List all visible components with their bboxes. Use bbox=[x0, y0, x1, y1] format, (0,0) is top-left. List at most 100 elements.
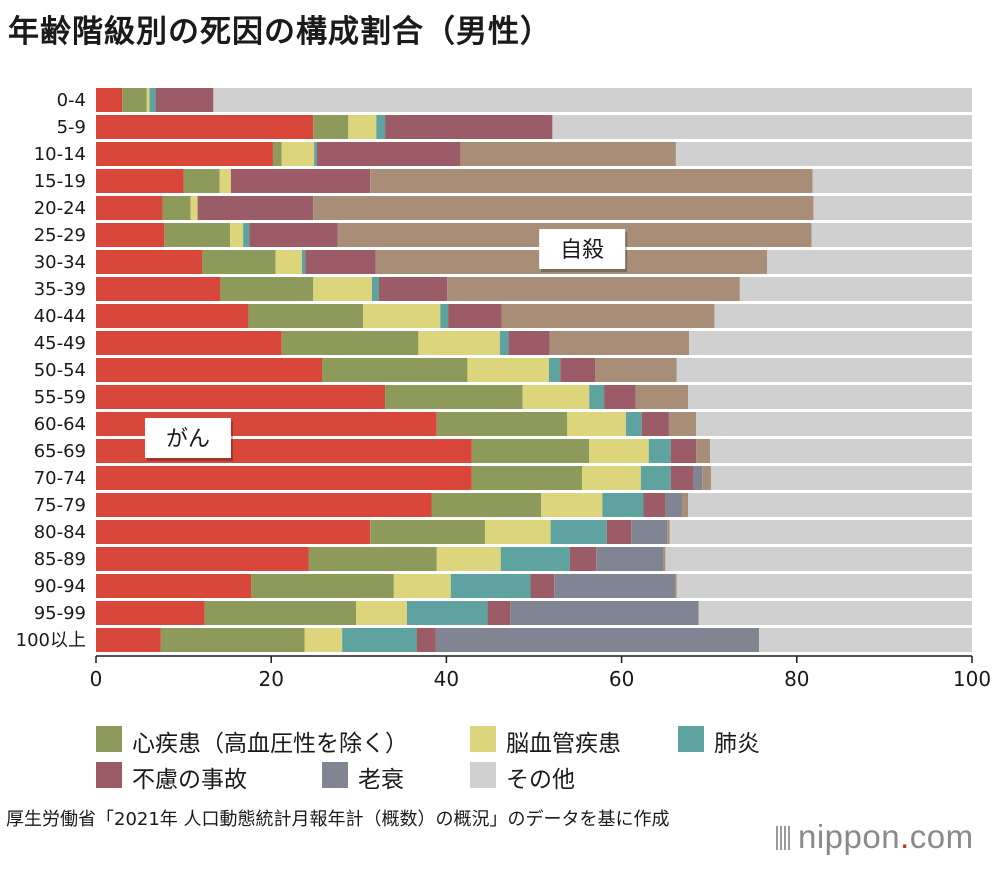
bar-segment bbox=[342, 628, 417, 652]
chart-title: 年齢階級別の死因の構成割合（男性） bbox=[8, 14, 552, 50]
bar-segment bbox=[371, 277, 379, 301]
bar-segment bbox=[667, 520, 670, 544]
bar-segment bbox=[698, 601, 972, 625]
annotation-label: 自殺 bbox=[539, 229, 628, 272]
bar-segment bbox=[378, 277, 448, 301]
legend-swatch bbox=[96, 726, 122, 752]
bar-segment bbox=[471, 439, 590, 463]
bar-segment bbox=[693, 466, 703, 490]
category-label: 10-14 bbox=[34, 144, 86, 165]
bar-segment bbox=[767, 250, 972, 274]
bar-segment bbox=[272, 142, 282, 166]
bar-segment bbox=[606, 520, 632, 544]
bar-segment bbox=[631, 520, 668, 544]
bar-segment bbox=[96, 574, 252, 598]
bar-segment bbox=[313, 196, 814, 220]
bar-segment bbox=[220, 277, 314, 301]
bar-segment bbox=[552, 115, 972, 139]
bar-segment bbox=[313, 115, 349, 139]
bar-segment bbox=[431, 493, 542, 517]
bar-segment bbox=[602, 493, 644, 517]
stacked-bar-chart: 0-4 5-9 10-14 15-19 20-24 25-29 30-34 35-39 40-4… bbox=[16, 88, 991, 700]
nippon-logo: nippon.com bbox=[776, 818, 974, 856]
bar-segment bbox=[554, 574, 676, 598]
bar-segment bbox=[811, 223, 972, 247]
bar-segment bbox=[640, 466, 671, 490]
category-label: 65-69 bbox=[34, 441, 86, 462]
bar-segment bbox=[508, 331, 550, 355]
category-label: 0-4 bbox=[57, 90, 86, 111]
bar-segment bbox=[668, 412, 697, 436]
category-label: 45-49 bbox=[34, 333, 86, 354]
bar-segment bbox=[447, 277, 740, 301]
logo-tld: com bbox=[909, 818, 974, 855]
bar-segment bbox=[122, 88, 147, 112]
bar-segment bbox=[550, 520, 607, 544]
category-label: 25-29 bbox=[34, 225, 86, 246]
bar-segment bbox=[641, 412, 669, 436]
bar-segment bbox=[450, 574, 531, 598]
bar-segment bbox=[146, 88, 150, 112]
category-label: 90-94 bbox=[34, 576, 86, 597]
bar-segment bbox=[160, 628, 305, 652]
bar-segment bbox=[162, 196, 191, 220]
bar-segment bbox=[406, 601, 488, 625]
bar-segment bbox=[604, 385, 636, 409]
bar-segment bbox=[316, 142, 461, 166]
bar-segment bbox=[522, 385, 590, 409]
bar-segment bbox=[96, 493, 432, 517]
bar-segment bbox=[96, 88, 123, 112]
bar-segment bbox=[648, 439, 671, 463]
bar-segment bbox=[440, 304, 449, 328]
bar-segment bbox=[190, 196, 198, 220]
svg-text:がん: がん bbox=[166, 427, 210, 452]
bar-segment bbox=[710, 466, 972, 490]
category-label: 40-44 bbox=[34, 306, 86, 327]
x-tick-label: 20 bbox=[258, 667, 283, 691]
legend-swatch bbox=[678, 726, 704, 752]
bar-segment bbox=[484, 520, 551, 544]
bar-segment bbox=[569, 547, 597, 571]
bar-segment bbox=[96, 304, 249, 328]
bar-segment bbox=[435, 628, 760, 652]
bar-segment bbox=[688, 493, 972, 517]
bar-segment bbox=[595, 358, 677, 382]
bar-segment bbox=[688, 385, 972, 409]
bar-segment bbox=[248, 304, 364, 328]
bar-segment bbox=[370, 169, 813, 193]
category-label: 50-54 bbox=[34, 360, 86, 381]
bar-segment bbox=[625, 412, 642, 436]
legend-label: 不慮の事故 bbox=[132, 767, 247, 793]
category-label: 55-59 bbox=[34, 387, 86, 408]
legend-swatch bbox=[470, 726, 496, 752]
bar-segment bbox=[710, 439, 972, 463]
bar-segment bbox=[567, 412, 626, 436]
bar-segment bbox=[376, 115, 386, 139]
bar-segment bbox=[670, 439, 697, 463]
legend-label: 肺炎 bbox=[714, 731, 760, 757]
bar-segment bbox=[96, 358, 323, 382]
bar-segment bbox=[460, 142, 676, 166]
bar-segment bbox=[643, 493, 666, 517]
bar-segment bbox=[96, 277, 221, 301]
bar-segment bbox=[96, 601, 205, 625]
bar-segment bbox=[675, 574, 677, 598]
legend-label: 脳血管疾患 bbox=[506, 731, 621, 757]
category-label: 80-84 bbox=[34, 522, 86, 543]
bar-segment bbox=[201, 250, 276, 274]
bar-segment bbox=[759, 628, 972, 652]
x-tick-label: 80 bbox=[784, 667, 809, 691]
bar-segment bbox=[510, 601, 699, 625]
x-tick-label: 60 bbox=[609, 667, 634, 691]
bar-segment bbox=[149, 88, 156, 112]
bar-segment bbox=[183, 169, 220, 193]
bar-segment bbox=[589, 385, 605, 409]
bar-segment bbox=[243, 223, 250, 247]
category-label: 5-9 bbox=[57, 117, 86, 138]
bar-segment bbox=[308, 547, 437, 571]
bar-segment bbox=[436, 412, 568, 436]
bar-segment bbox=[541, 493, 603, 517]
bar-segment bbox=[96, 628, 161, 652]
bar-segment bbox=[304, 628, 343, 652]
bar-segment bbox=[689, 331, 972, 355]
